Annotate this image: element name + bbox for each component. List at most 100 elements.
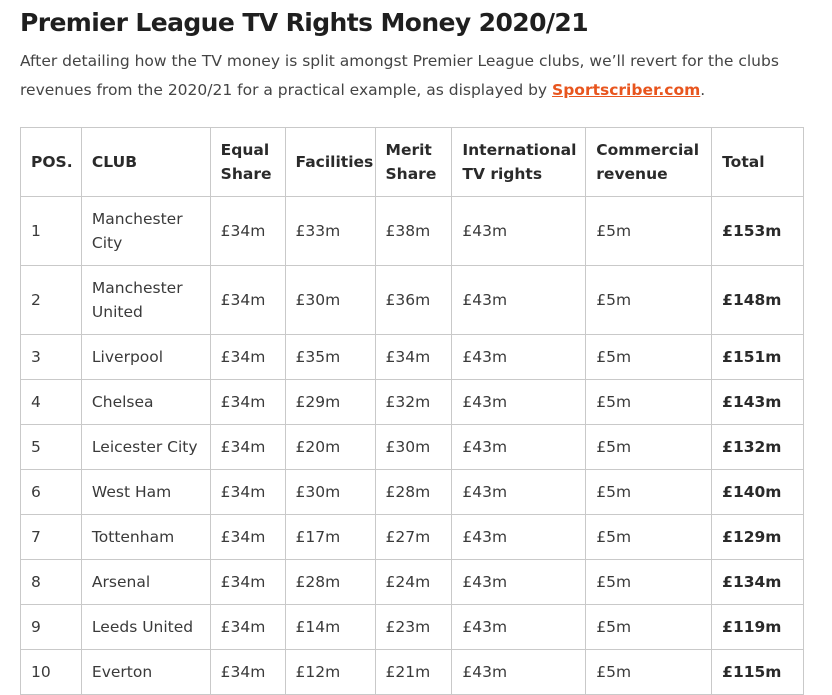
table-row: 10 Everton £34m £12m £21m £43m £5m £115m	[20, 649, 804, 695]
header-equal-share: Equal Share	[209, 127, 286, 197]
cell-merit-share: £38m	[374, 196, 453, 266]
cell-total: £115m	[711, 649, 804, 695]
cell-club: Everton	[80, 649, 211, 695]
header-facilities: Facilities	[284, 127, 376, 197]
table-row: 5 Leicester City £34m £20m £30m £43m £5m £132m	[20, 424, 804, 470]
cell-merit-share: £28m	[374, 469, 453, 515]
cell-total: £132m	[711, 424, 804, 470]
table-row: 2 Manchester United £34m £30m £36m £43m £5m £14…	[20, 265, 804, 335]
cell-international: £43m	[451, 196, 587, 266]
cell-club: Tottenham	[80, 514, 211, 560]
cell-international: £43m	[451, 334, 587, 380]
table-header: POS. CLUB Equal Share Facilities Merit S…	[20, 127, 804, 197]
cell-merit-share: £32m	[374, 379, 453, 425]
cell-club: Arsenal	[80, 559, 211, 605]
cell-international: £43m	[451, 265, 587, 335]
cell-merit-share: £24m	[374, 559, 453, 605]
cell-club: Chelsea	[80, 379, 211, 425]
cell-facilities: £17m	[284, 514, 376, 560]
cell-total: £119m	[711, 604, 804, 650]
cell-merit-share: £34m	[374, 334, 453, 380]
cell-commercial: £5m	[585, 604, 713, 650]
intro-paragraph: After detailing how the TV money is spli…	[20, 47, 820, 105]
table-row: 3 Liverpool £34m £35m £34m £43m £5m £151m	[20, 334, 804, 380]
cell-merit-share: £36m	[374, 265, 453, 335]
cell-equal-share: £34m	[209, 514, 286, 560]
cell-international: £43m	[451, 514, 587, 560]
cell-pos: 7	[20, 514, 82, 560]
cell-equal-share: £34m	[209, 649, 286, 695]
cell-pos: 10	[20, 649, 82, 695]
cell-commercial: £5m	[585, 649, 713, 695]
cell-equal-share: £34m	[209, 604, 286, 650]
cell-commercial: £5m	[585, 265, 713, 335]
cell-commercial: £5m	[585, 514, 713, 560]
header-merit-share: Merit Share	[374, 127, 453, 197]
cell-commercial: £5m	[585, 424, 713, 470]
header-total: Total	[711, 127, 804, 197]
table-row: 1 Manchester City £34m £33m £38m £43m £5m £153m	[20, 196, 804, 266]
cell-facilities: £20m	[284, 424, 376, 470]
cell-international: £43m	[451, 379, 587, 425]
cell-facilities: £28m	[284, 559, 376, 605]
cell-pos: 4	[20, 379, 82, 425]
cell-total: £153m	[711, 196, 804, 266]
cell-facilities: £29m	[284, 379, 376, 425]
cell-facilities: £14m	[284, 604, 376, 650]
cell-commercial: £5m	[585, 196, 713, 266]
cell-international: £43m	[451, 604, 587, 650]
header-pos: POS.	[20, 127, 82, 197]
cell-equal-share: £34m	[209, 334, 286, 380]
cell-pos: 3	[20, 334, 82, 380]
cell-total: £129m	[711, 514, 804, 560]
cell-commercial: £5m	[585, 379, 713, 425]
header-club: CLUB	[80, 127, 211, 197]
table-body: 1 Manchester City £34m £33m £38m £43m £5m £153m…	[20, 196, 804, 695]
cell-total: £143m	[711, 379, 804, 425]
cell-international: £43m	[451, 424, 587, 470]
cell-international: £43m	[451, 559, 587, 605]
table-row: 9 Leeds United £34m £14m £23m £43m £5m £119m	[20, 604, 804, 650]
cell-facilities: £30m	[284, 469, 376, 515]
cell-equal-share: £34m	[209, 559, 286, 605]
cell-merit-share: £30m	[374, 424, 453, 470]
cell-international: £43m	[451, 469, 587, 515]
cell-pos: 5	[20, 424, 82, 470]
cell-pos: 2	[20, 265, 82, 335]
cell-facilities: £33m	[284, 196, 376, 266]
header-row: POS. CLUB Equal Share Facilities Merit S…	[20, 127, 804, 197]
cell-total: £140m	[711, 469, 804, 515]
cell-equal-share: £34m	[209, 196, 286, 266]
cell-total: £134m	[711, 559, 804, 605]
cell-facilities: £35m	[284, 334, 376, 380]
tv-rights-table: POS. CLUB Equal Share Facilities Merit S…	[20, 127, 804, 695]
cell-pos: 1	[20, 196, 82, 266]
cell-total: £151m	[711, 334, 804, 380]
cell-total: £148m	[711, 265, 804, 335]
table-row: 7 Tottenham £34m £17m £27m £43m £5m £129m	[20, 514, 804, 560]
cell-commercial: £5m	[585, 469, 713, 515]
cell-international: £43m	[451, 649, 587, 695]
cell-pos: 8	[20, 559, 82, 605]
cell-merit-share: £27m	[374, 514, 453, 560]
header-commercial: Commercial revenue	[585, 127, 713, 197]
cell-equal-share: £34m	[209, 424, 286, 470]
cell-club: Leeds United	[80, 604, 211, 650]
cell-equal-share: £34m	[209, 469, 286, 515]
cell-facilities: £12m	[284, 649, 376, 695]
cell-pos: 9	[20, 604, 82, 650]
sportscriber-link[interactable]: Sportscriber.com	[552, 81, 701, 99]
cell-merit-share: £23m	[374, 604, 453, 650]
table-row: 4 Chelsea £34m £29m £32m £43m £5m £143m	[20, 379, 804, 425]
cell-merit-share: £21m	[374, 649, 453, 695]
cell-club: Leicester City	[80, 424, 211, 470]
page-title: Premier League TV Rights Money 2020/21	[20, 8, 589, 37]
cell-commercial: £5m	[585, 334, 713, 380]
table-row: 8 Arsenal £34m £28m £24m £43m £5m £134m	[20, 559, 804, 605]
cell-equal-share: £34m	[209, 265, 286, 335]
intro-suffix: .	[700, 81, 706, 99]
table-row: 6 West Ham £34m £30m £28m £43m £5m £140m	[20, 469, 804, 515]
cell-club: Manchester United	[80, 265, 211, 335]
cell-pos: 6	[20, 469, 82, 515]
cell-club: Manchester City	[80, 196, 211, 266]
